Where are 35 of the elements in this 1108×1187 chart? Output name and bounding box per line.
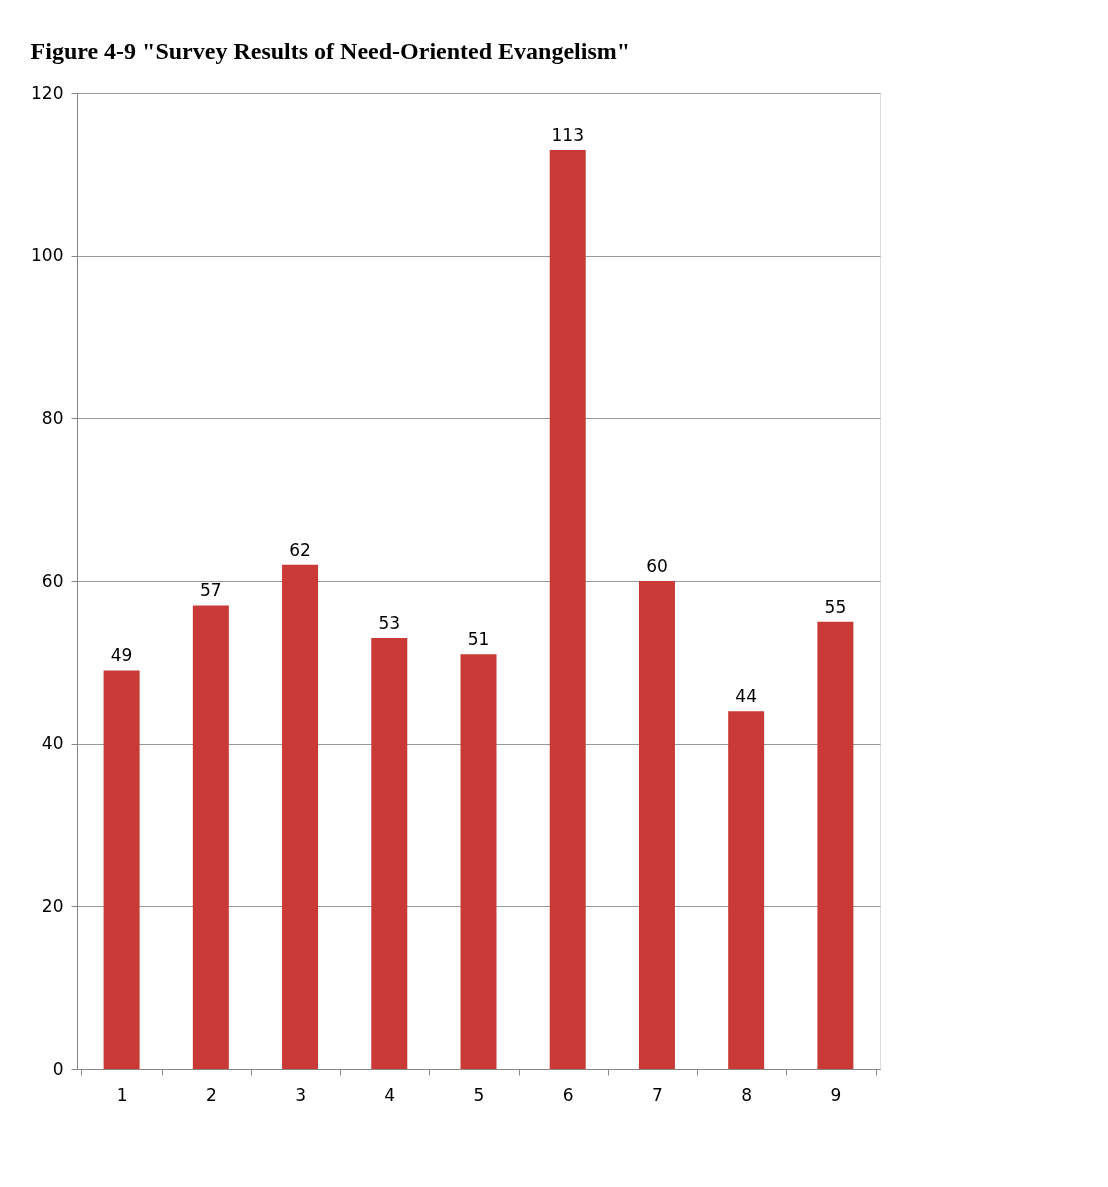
bar [638,581,675,1069]
bar [282,564,319,1069]
bar [728,711,765,1069]
bar [460,654,497,1069]
data-label: 51 [467,629,490,650]
data-label: 60 [646,556,668,576]
x-tick-label: 8 [741,1084,753,1105]
x-tick-label: 2 [205,1084,217,1105]
y-tick-label: 40 [41,733,64,754]
data-label: 55 [824,596,847,617]
bar [817,621,854,1069]
data-label: 113 [551,124,584,145]
x-tick-label: 7 [652,1084,663,1105]
y-tick-label: 0 [52,1058,64,1079]
y-tick-label: 20 [41,895,64,916]
x-tick-label: 1 [116,1084,128,1105]
bar [371,637,408,1069]
x-tick-label: 4 [384,1084,396,1105]
x-tick-label: 6 [562,1084,574,1105]
y-tick-label: 80 [41,407,64,428]
data-label: 57 [200,580,222,601]
data-label: 53 [378,612,401,633]
data-label: 44 [735,686,757,707]
data-label: 62 [289,539,311,560]
bar [103,670,140,1069]
bar [192,605,229,1069]
x-tick-label: 5 [473,1084,485,1105]
y-tick-label: 120 [31,82,64,103]
x-tick-label: 9 [830,1084,842,1105]
y-tick-label: 100 [31,245,64,266]
x-tick-label: 3 [295,1084,306,1105]
y-tick-label: 60 [41,570,64,591]
data-label: 49 [110,645,133,666]
chart-title: Figure 4-9 "Survey Results of Need-Oriented Evangelism" [30,38,631,64]
bar [549,149,586,1069]
